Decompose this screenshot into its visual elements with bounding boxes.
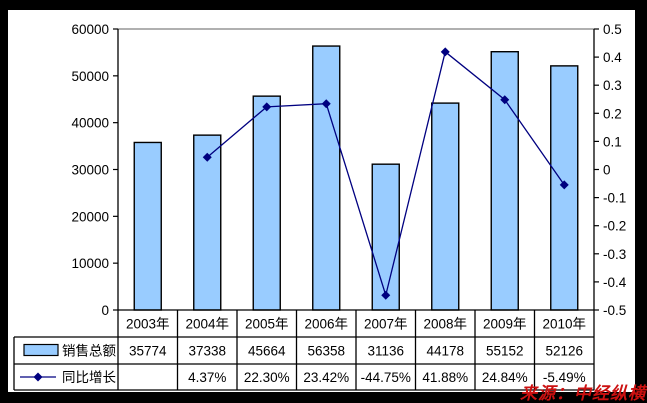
bar-2009年 [490,51,519,311]
left-axis-tick-label: 0 [101,303,109,318]
table-cell-growth: 4.37% [188,370,226,385]
table-cell-growth: 22.30% [244,370,290,385]
bar-2008年 [431,102,460,311]
right-axis-tick-label: -0.4 [603,275,627,290]
left-axis-tick-label: 10000 [71,256,109,271]
right-axis-tick-label: 0.2 [603,106,622,121]
table-cell-sales: 45664 [248,344,286,359]
table-cell-sales: 55152 [486,344,524,359]
category-label: 2007年 [364,317,408,332]
table-cell-growth: -5.49% [543,370,586,385]
category-label: 2009年 [483,317,527,332]
legend-swatch-sales [23,343,59,357]
table-cell-growth: -44.75% [361,370,411,385]
right-axis-tick-label: -0.1 [603,191,626,206]
category-label: 2008年 [423,317,467,332]
right-axis-tick-label: 0 [603,163,611,178]
left-axis-tick-label: 20000 [71,209,109,224]
category-label: 2005年 [245,317,289,332]
line-marker [500,95,510,105]
table-cell-growth: 24.84% [482,370,528,385]
category-label: 2010年 [542,317,586,332]
line-marker [440,47,450,57]
table-cell-sales: 37338 [188,344,226,359]
right-axis-tick-label: 0.4 [603,50,622,65]
right-axis-tick-label: 0.5 [603,22,622,37]
table-cell-growth: 23.42% [303,370,349,385]
category-label: 2006年 [304,317,348,332]
table-cell-sales: 52126 [545,344,583,359]
bar-2006年 [312,45,341,311]
right-axis-tick-label: -0.5 [603,303,626,318]
right-axis-tick-label: -0.2 [603,219,626,234]
right-axis-tick-label: 0.3 [603,78,622,93]
category-label: 2003年 [126,317,170,332]
left-axis-tick-label: 30000 [71,163,109,178]
bar-2007年 [371,163,400,311]
bar-2005年 [252,95,281,311]
source-watermark: 来源：中经纵横 [520,384,646,403]
left-axis-tick-label: 40000 [71,116,109,131]
table-cell-sales: 35774 [129,344,167,359]
left-axis-tick-label: 60000 [71,22,109,37]
legend-label-sales: 销售总额 [62,344,116,359]
category-label: 2004年 [185,317,229,332]
line-marker [559,180,569,190]
line-marker [381,290,391,300]
line-marker [202,152,212,162]
table-cell-sales: 44178 [426,344,464,359]
table-cell-sales: 31136 [367,344,404,359]
line-marker [262,102,272,112]
line-marker [321,99,331,109]
bar-2004年 [193,134,222,311]
table-cell-growth: 41.88% [422,370,468,385]
right-axis-tick-label: 0.1 [603,134,622,149]
legend-marker-growth [33,372,43,382]
right-axis-tick-label: -0.3 [603,247,626,262]
left-axis-tick-label: 50000 [71,69,109,84]
bar-2003年 [133,141,162,311]
table-cell-sales: 56358 [307,344,345,359]
legend-label-growth: 同比增长 [62,370,116,385]
